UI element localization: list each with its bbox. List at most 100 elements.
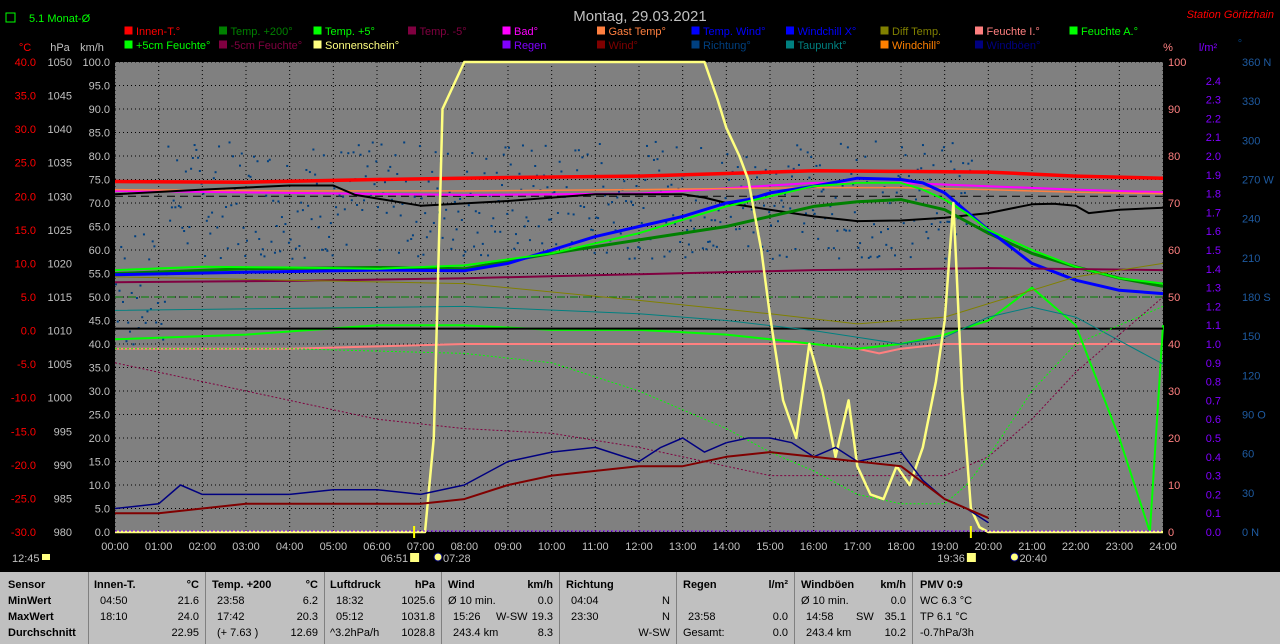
direction-point (888, 202, 891, 205)
series-5cm-feuchte (114, 296, 1164, 477)
legend-swatch (123, 25, 134, 36)
legend-label: Temp. +200° (231, 26, 293, 38)
pressure-unit: hPa (50, 42, 70, 54)
direction-point (514, 233, 517, 236)
direction-point (869, 255, 872, 258)
direction-point (259, 253, 262, 256)
direction-point (429, 230, 432, 233)
stats-pmv-trend: -0.7hPa/3h (920, 627, 974, 639)
direction-point (909, 256, 912, 259)
stats-innen-avg: 22.95 (171, 627, 199, 639)
stats-windboeen-max-value: 35.1 (884, 611, 906, 623)
direction-point (485, 157, 488, 160)
direction-point (324, 248, 327, 251)
rain-tick-label: 0.4 (1206, 452, 1221, 464)
direction-point (689, 219, 692, 222)
direction-point (347, 152, 350, 155)
direction-point (666, 185, 669, 188)
direction-point (560, 170, 563, 173)
direction-point (155, 321, 158, 324)
stats-wind-max-time: 15:26 (453, 611, 481, 623)
month-average-icon[interactable] (5, 12, 16, 23)
direction-point (766, 249, 769, 252)
direction-point (387, 169, 390, 172)
direction-point (797, 163, 800, 166)
stats-regen-max-value: 0.0 (772, 611, 788, 623)
stats-richtung-min-time: 04:04 (571, 595, 599, 607)
humidity-tick-label: 50 (1168, 292, 1180, 304)
temp-tick-label: -5.0 (17, 359, 36, 371)
direction-point (902, 222, 905, 225)
direction-point (134, 235, 137, 238)
direction-point (142, 233, 145, 236)
direction-point (600, 162, 603, 165)
direction-point (710, 219, 713, 222)
direction-point (673, 222, 676, 225)
legend-label: Taupunkt° (798, 40, 847, 52)
direction-point (684, 256, 687, 259)
direction-point (661, 150, 664, 153)
direction-point (756, 176, 759, 179)
stats-luftdruck-title: Luftdruck (330, 579, 381, 591)
direction-point (736, 166, 739, 169)
direction-point (377, 206, 379, 209)
pressure-tick-label: 1025 (48, 225, 72, 237)
direction-point (487, 254, 490, 257)
direction-point (343, 208, 346, 211)
direction-point (642, 207, 645, 210)
direction-point (645, 144, 648, 147)
legend-swatch (879, 39, 890, 50)
direction-point (197, 156, 200, 159)
stats-innen-min-value: 21.6 (177, 595, 199, 607)
direction-point (198, 170, 201, 173)
direction-point (894, 254, 897, 257)
direction-point (796, 144, 799, 147)
legend-swatch (407, 25, 417, 36)
direction-point (116, 320, 119, 323)
temp-tick-label: -25.0 (11, 493, 36, 505)
direction-point (544, 144, 547, 147)
rain-tick-label: 0.1 (1206, 508, 1221, 520)
direction-tick-label: 300 (1242, 135, 1260, 147)
series-temp-wind (114, 176, 1164, 296)
direction-point (694, 199, 697, 202)
direction-point (331, 254, 334, 257)
legend-label: Feuchte I.° (987, 26, 1040, 38)
wind-tick-label: 0.0 (95, 527, 110, 539)
direction-point (389, 165, 392, 168)
rain-tick-label: 1.2 (1206, 301, 1221, 313)
direction-point (191, 156, 194, 159)
direction-point (942, 146, 945, 149)
direction-point (469, 192, 472, 195)
direction-point (663, 255, 666, 258)
chart-title: Montag, 29.03.2021 (573, 8, 706, 25)
direction-point (520, 188, 523, 191)
stats-innen-max-value: 24.0 (177, 611, 199, 623)
direction-point (202, 192, 205, 195)
legend-swatch (407, 39, 417, 50)
humidity-tick-label: 90 (1168, 104, 1180, 116)
direction-point (452, 238, 455, 241)
direction-point (616, 196, 619, 199)
direction-point (901, 146, 903, 149)
direction-point (930, 223, 933, 226)
direction-point (427, 180, 430, 183)
direction-point (240, 152, 243, 155)
sun-icon (42, 554, 50, 560)
direction-point (928, 178, 931, 181)
legend: Innen-T.° Temp. +200° Temp. +5° Temp. -5° Ba… (123, 25, 1138, 52)
direction-point (123, 257, 126, 260)
rain-tick-label: 2.2 (1206, 113, 1221, 125)
stats-min-label: MinWert (8, 595, 52, 607)
direction-point (850, 172, 853, 175)
stats-wind-min-label: Ø 10 min. (448, 595, 496, 607)
direction-point (294, 247, 297, 250)
stats-col-temp200: Temp. +200 °C 23:58 6.2 17:42 20.3 (+ 7.… (205, 572, 325, 644)
wind-tick-label: 5.0 (95, 504, 110, 516)
stats-windboeen-min-value: 0.0 (890, 595, 906, 607)
direction-point (804, 212, 807, 215)
rain-tick-label: 1.0 (1206, 339, 1221, 351)
direction-point (848, 229, 851, 232)
direction-point (714, 219, 717, 222)
legend-label: Regen (514, 40, 546, 52)
